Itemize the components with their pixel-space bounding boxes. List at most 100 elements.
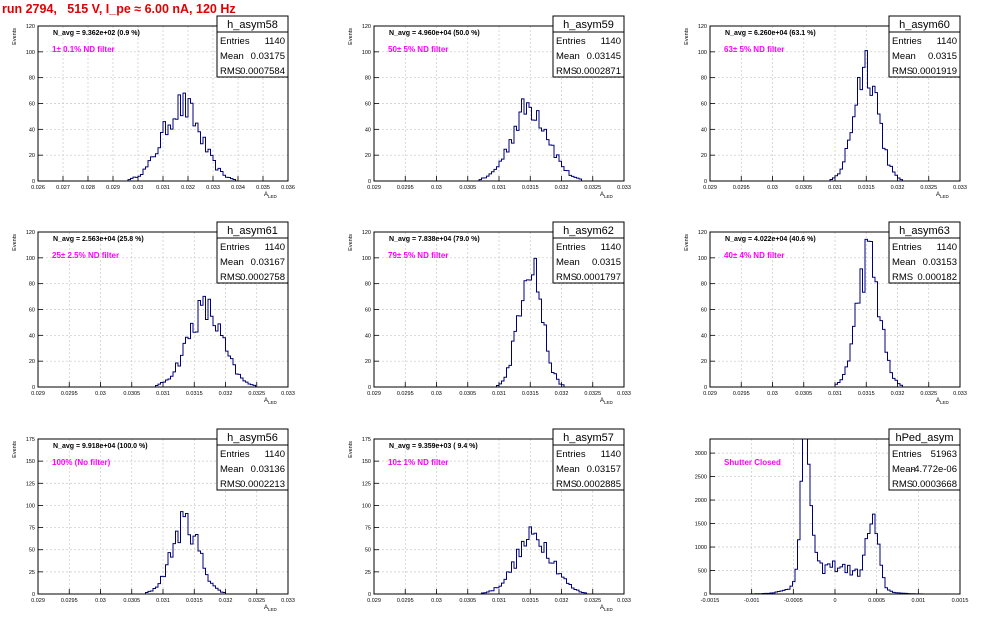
x-tick-label: 0.0305 xyxy=(459,598,476,604)
histogram-pad-h_asym57: 0.029 0.0295 0.03 0.0305 0.031 0.0315 0.032 0.0… xyxy=(348,428,631,612)
y-tick-label: 1000 xyxy=(695,545,707,551)
stats-value: 0.03175 xyxy=(251,51,285,62)
x-tick-label: 0.0005 xyxy=(868,598,885,604)
stats-value: 1140 xyxy=(937,242,957,253)
y-tick-label: 100 xyxy=(362,256,371,262)
y-tick-label: 40 xyxy=(701,127,707,133)
histogram-pad-h_asym62: 0.029 0.0295 0.03 0.0305 0.031 0.0315 0.032 0.0… xyxy=(348,221,631,405)
stats-value: 0.03167 xyxy=(251,257,285,268)
run-title: run 2794, 515 V, I_pe ≈ 6.00 nA, 120 Hz xyxy=(2,2,236,16)
histogram-pad-h_asym61: 0.029 0.0295 0.03 0.0305 0.031 0.0315 0.032 0.0… xyxy=(12,221,295,405)
x-axis-title: ALED xyxy=(264,192,278,199)
x-tick-label: 0.033 xyxy=(281,391,295,397)
x-tick-label: 0.0315 xyxy=(522,598,539,604)
x-tick-label: 0.0325 xyxy=(584,185,601,191)
x-tick-label: 0.03 xyxy=(431,391,442,397)
y-tick-label: 0 xyxy=(368,592,371,598)
stats-value: 0.000182 xyxy=(917,272,957,283)
y-tick-label: 60 xyxy=(29,102,35,108)
y-axis-title: Events xyxy=(348,234,354,251)
y-tick-label: 75 xyxy=(29,526,35,532)
stats-box xyxy=(216,428,289,491)
x-tick-label: 0.032 xyxy=(219,391,233,397)
navg-label: N_avg = 4.960e+04 (50.0 %) xyxy=(389,30,480,37)
x-tick-label: 0.031 xyxy=(156,185,170,191)
stats-value: 1140 xyxy=(601,36,621,47)
x-tick-label: -0.0005 xyxy=(784,598,803,604)
y-axis-title: Events xyxy=(684,234,690,251)
stats-box xyxy=(552,428,625,491)
stats-value: 1140 xyxy=(265,242,285,253)
x-tick-label: 0.001 xyxy=(911,598,925,604)
y-tick-label: 150 xyxy=(362,459,371,465)
x-tick-label: 0.026 xyxy=(31,185,45,191)
stats-label: RMS xyxy=(892,479,913,490)
y-tick-label: 100 xyxy=(362,50,371,56)
x-tick-label: 0.0315 xyxy=(522,185,539,191)
y-tick-label: 20 xyxy=(29,359,35,365)
stats-title: h_asym63 xyxy=(899,225,950,237)
y-axis-title: Events xyxy=(12,234,18,251)
y-tick-label: 2500 xyxy=(695,475,707,481)
x-tick-label: -0.0015 xyxy=(701,598,720,604)
x-tick-label: 0.029 xyxy=(703,391,717,397)
y-tick-label: 60 xyxy=(365,308,371,314)
x-tick-label: 0.033 xyxy=(953,185,967,191)
stats-label: RMS xyxy=(892,272,913,283)
stats-label: Entries xyxy=(556,449,586,460)
stats-value: 1140 xyxy=(265,449,285,460)
y-tick-label: 20 xyxy=(365,153,371,159)
y-tick-label: 80 xyxy=(701,76,707,82)
x-tick-label: 0.031 xyxy=(156,598,170,604)
x-tick-label: 0.0315 xyxy=(858,185,875,191)
x-tick-label: 0.033 xyxy=(281,598,295,604)
x-tick-label: 0.0295 xyxy=(397,598,414,604)
histogram-pad-h_asym58: 0.026 0.027 0.028 0.029 0.03 0.031 0.032 0.033 0… xyxy=(12,15,295,199)
x-tick-label: 0.0325 xyxy=(584,598,601,604)
x-tick-label: 0.0325 xyxy=(248,391,265,397)
y-tick-label: 0 xyxy=(32,179,35,185)
x-tick-label: 0 xyxy=(833,598,836,604)
y-tick-label: 100 xyxy=(698,256,707,262)
y-tick-label: 25 xyxy=(365,570,371,576)
y-tick-label: 20 xyxy=(701,359,707,365)
x-tick-label: 0.0315 xyxy=(858,391,875,397)
x-tick-label: 0.03 xyxy=(431,598,442,604)
stats-label: RMS xyxy=(892,66,913,77)
x-tick-label: 0.0295 xyxy=(397,391,414,397)
x-tick-label: 0.0305 xyxy=(459,391,476,397)
stats-label: RMS xyxy=(220,479,241,490)
x-tick-label: 0.027 xyxy=(56,185,70,191)
stats-label: Mean xyxy=(892,257,916,268)
x-tick-label: 0.0315 xyxy=(186,391,203,397)
stats-label: Mean xyxy=(556,257,580,268)
x-tick-label: 0.032 xyxy=(555,185,569,191)
stats-label: Entries xyxy=(556,36,586,47)
y-tick-label: 120 xyxy=(698,24,707,30)
filter-label: Shutter Closed xyxy=(724,458,781,467)
y-tick-label: 100 xyxy=(698,50,707,56)
y-tick-label: 40 xyxy=(29,127,35,133)
x-tick-label: 0.0325 xyxy=(920,185,937,191)
x-tick-label: 0.0305 xyxy=(459,185,476,191)
y-tick-label: 125 xyxy=(362,481,371,487)
x-tick-label: 0.029 xyxy=(31,391,45,397)
x-tick-label: 0.03 xyxy=(431,185,442,191)
stats-label: Entries xyxy=(556,242,586,253)
y-tick-label: 60 xyxy=(701,102,707,108)
y-tick-label: 120 xyxy=(26,24,35,30)
x-tick-label: 0.029 xyxy=(106,185,120,191)
stats-label: RMS xyxy=(556,479,577,490)
x-tick-label: 0.033 xyxy=(617,391,631,397)
stats-label: Entries xyxy=(892,36,922,47)
y-axis-title: Events xyxy=(348,441,354,458)
x-tick-label: 0.033 xyxy=(953,391,967,397)
y-tick-label: 100 xyxy=(26,50,35,56)
stats-value: 0.03157 xyxy=(587,464,621,475)
x-tick-label: 0.0295 xyxy=(397,185,414,191)
x-axis-title: ALED xyxy=(600,192,614,199)
y-tick-label: 3000 xyxy=(695,451,707,457)
x-tick-label: 0.033 xyxy=(617,598,631,604)
y-tick-label: 0 xyxy=(704,179,707,185)
x-tick-label: 0.029 xyxy=(367,391,381,397)
